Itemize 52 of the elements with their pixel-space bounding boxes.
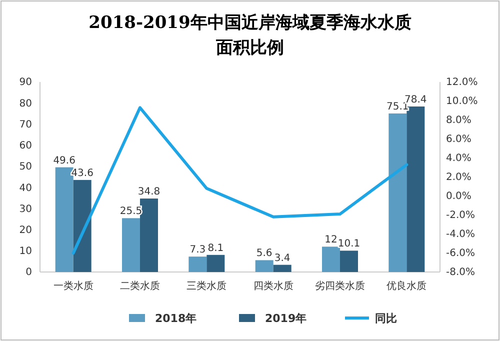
y-tick-label: 20 <box>19 224 32 236</box>
bar <box>273 264 292 272</box>
y2-tick-label: 8.0% <box>446 115 472 126</box>
x-tick-label: 四类水质 <box>253 280 294 292</box>
y2-tick-label: -4.0% <box>446 229 476 240</box>
bar <box>340 250 358 272</box>
y-tick-label: 80 <box>19 98 32 110</box>
legend-label: 同比 <box>375 312 397 325</box>
y-tick-label: 60 <box>19 140 32 152</box>
bar <box>206 254 225 272</box>
y-tick-label: 40 <box>19 182 32 194</box>
y2-tick-label: -2.0% <box>446 210 476 222</box>
y2-tick-label: 2.0% <box>446 172 472 184</box>
data-label: 3.4 <box>274 252 290 264</box>
y2-tick-label: 4.0% <box>446 153 472 164</box>
x-tick-label: 二类水质 <box>120 280 160 292</box>
x-tick-label: 一类水质 <box>53 280 94 292</box>
data-label: 8.1 <box>208 242 224 254</box>
y-tick-label: 30 <box>19 204 32 215</box>
x-tick-label: 三类水质 <box>186 280 227 292</box>
bar <box>388 113 407 272</box>
y-tick-label: 10 <box>19 246 32 258</box>
bar <box>73 180 92 272</box>
data-label: 12 <box>324 234 338 246</box>
bar <box>406 106 425 272</box>
bar <box>55 167 74 272</box>
bar <box>322 246 340 272</box>
y2-tick-label: 10.0% <box>446 96 478 108</box>
y2-tick-label: 12.0% <box>446 77 478 88</box>
y2-tick-label: 0.0% <box>446 191 472 202</box>
y-tick-label: 0 <box>26 267 32 278</box>
bar <box>188 256 207 272</box>
data-label: 34.8 <box>138 186 160 198</box>
y-tick-label: 50 <box>19 162 32 173</box>
x-tick-label: 劣四类水质 <box>315 280 365 292</box>
y2-tick-label: 6.0% <box>446 134 472 146</box>
y-tick-label: 70 <box>19 119 32 130</box>
chart-title: 2018-2019年中国近岸海域夏季海水水质面积比例 <box>88 13 412 58</box>
data-label: 5.6 <box>256 248 272 260</box>
data-label: 75.1 <box>386 101 409 112</box>
bar <box>122 218 140 272</box>
legend-label: 2018年 <box>155 312 197 325</box>
data-label: 49.6 <box>53 155 76 166</box>
bar <box>140 198 158 272</box>
y2-tick-label: -6.0% <box>446 248 476 260</box>
data-label: 10.1 <box>338 238 360 250</box>
y2-tick-label: -8.0% <box>446 267 476 278</box>
x-tick-label: 优良水质 <box>386 280 427 292</box>
data-label: 7.3 <box>190 244 206 256</box>
bar <box>255 260 274 272</box>
legend-label: 2019年 <box>265 312 307 325</box>
y-tick-label: 90 <box>19 77 32 88</box>
